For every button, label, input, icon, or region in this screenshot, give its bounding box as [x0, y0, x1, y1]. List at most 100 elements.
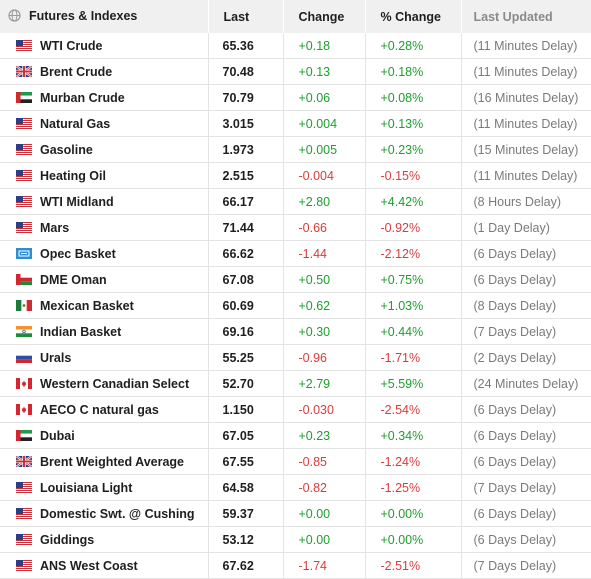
commodity-name[interactable]: Opec Basket	[40, 246, 116, 261]
table-row[interactable]: ANS West Coast 67.62 -1.74 -2.51% (7 Days De…	[0, 552, 591, 579]
commodity-name[interactable]: Mars	[40, 220, 70, 235]
commodity-name-cell[interactable]: Urals	[0, 344, 209, 371]
uae-flag-icon	[16, 429, 32, 441]
commodity-name-cell[interactable]: Heating Oil	[0, 162, 209, 189]
last-price: 1.973	[208, 136, 284, 163]
commodity-name-cell[interactable]: Western Canadian Select	[0, 370, 209, 397]
commodity-name[interactable]: Natural Gas	[40, 116, 111, 131]
uk-flag-icon	[16, 65, 32, 77]
commodity-name[interactable]: Brent Crude	[40, 64, 113, 79]
commodity-name-cell[interactable]: Indian Basket	[0, 318, 209, 345]
table-row[interactable]: Dubai 67.05 +0.23 +0.34% (6 Days Delay)	[0, 422, 591, 449]
last-updated: (8 Hours Delay)	[461, 188, 591, 215]
commodity-name-cell[interactable]: Giddings	[0, 526, 209, 553]
percent-change: +0.00%	[365, 500, 462, 527]
price-change: -0.66	[283, 214, 366, 241]
table-row[interactable]: Domestic Swt. @ Cushing 59.37 +0.00 +0.00%(…	[0, 500, 591, 527]
commodity-name-cell[interactable]: WTI Crude	[0, 33, 209, 59]
commodity-name[interactable]: Brent Weighted Average	[40, 454, 185, 469]
last-price: 64.58	[208, 474, 284, 501]
price-change: +0.00	[283, 500, 366, 527]
table-row[interactable]: Mexican Basket 60.69 +0.62 +1.03% (8 Days De…	[0, 292, 591, 319]
table-row[interactable]: Western Canadian Select 52.70 +2.79 +5.59%(…	[0, 370, 591, 397]
last-updated: (6 Days Delay)	[461, 240, 591, 267]
commodity-name-cell[interactable]: Mars	[0, 214, 209, 241]
us-flag-icon	[16, 169, 32, 181]
price-change: +0.62	[283, 292, 366, 319]
table-row[interactable]: Natural Gas 3.015 +0.004 +0.13% (11 Minutes …	[0, 110, 591, 137]
price-change: -0.85	[283, 448, 366, 475]
mexico-flag-icon	[16, 299, 32, 311]
commodity-name[interactable]: Urals	[40, 350, 72, 365]
commodity-name-cell[interactable]: DME Oman	[0, 266, 209, 293]
table-row[interactable]: Opec Basket 66.62 -1.44 -2.12% (6 Days Delay…	[0, 240, 591, 267]
commodity-name-cell[interactable]: ANS West Coast	[0, 552, 209, 579]
commodity-name[interactable]: Indian Basket	[40, 324, 122, 339]
commodity-name[interactable]: Heating Oil	[40, 168, 106, 183]
table-row[interactable]: Urals 55.25 -0.96 -1.71% (2 Days Delay)	[0, 344, 591, 371]
commodity-name[interactable]: ANS West Coast	[40, 558, 138, 573]
commodity-name-cell[interactable]: Domestic Swt. @ Cushing	[0, 500, 209, 527]
last-updated: (6 Days Delay)	[461, 422, 591, 449]
table-row[interactable]: WTI Midland 66.17 +2.80 +4.42% (8 Hours Dela…	[0, 188, 591, 215]
header-change[interactable]: Change	[283, 0, 366, 33]
commodity-name[interactable]: Western Canadian Select	[40, 376, 190, 391]
commodity-name-cell[interactable]: Brent Weighted Average	[0, 448, 209, 475]
header-last[interactable]: Last	[208, 0, 284, 33]
commodity-name[interactable]: Mexican Basket	[40, 298, 134, 313]
table-row[interactable]: DME Oman 67.08 +0.50 +0.75% (6 Days Delay)	[0, 266, 591, 293]
header-name[interactable]: Futures & Indexes	[0, 0, 209, 33]
commodity-name[interactable]: Gasoline	[40, 142, 93, 157]
price-change: +0.30	[283, 318, 366, 345]
table-row[interactable]: Giddings 53.12 +0.00 +0.00% (6 Days Delay)	[0, 526, 591, 553]
percent-change: -0.15%	[365, 162, 462, 189]
commodity-name-cell[interactable]: WTI Midland	[0, 188, 209, 215]
commodity-name[interactable]: AECO C natural gas	[40, 402, 159, 417]
last-updated: (7 Days Delay)	[461, 474, 591, 501]
last-price: 66.62	[208, 240, 284, 267]
commodity-name-cell[interactable]: Gasoline	[0, 136, 209, 163]
percent-change: +0.23%	[365, 136, 462, 163]
commodity-name-cell[interactable]: Dubai	[0, 422, 209, 449]
commodity-name[interactable]: WTI Midland	[40, 194, 114, 209]
header-pct-change[interactable]: % Change	[365, 0, 462, 33]
commodity-name[interactable]: Louisiana Light	[40, 480, 133, 495]
header-last-updated[interactable]: Last Updated	[461, 0, 591, 33]
commodity-name[interactable]: Giddings	[40, 532, 95, 547]
us-flag-icon	[16, 39, 32, 51]
price-change: -0.96	[283, 344, 366, 371]
canada-flag-icon	[16, 377, 32, 389]
commodity-name[interactable]: Murban Crude	[40, 90, 125, 105]
table-header-row: Futures & Indexes Last Change % Change L…	[0, 0, 591, 33]
commodity-name-cell[interactable]: Brent Crude	[0, 58, 209, 85]
commodity-name[interactable]: Dubai	[40, 428, 75, 443]
table-row[interactable]: Murban Crude 70.79 +0.06 +0.08% (16 Minutes …	[0, 84, 591, 111]
percent-change: +1.03%	[365, 292, 462, 319]
price-change: +0.13	[283, 58, 366, 85]
last-updated: (11 Minutes Delay)	[461, 33, 591, 59]
commodity-name[interactable]: WTI Crude	[40, 38, 103, 53]
percent-change: -1.24%	[365, 448, 462, 475]
commodity-name-cell[interactable]: Opec Basket	[0, 240, 209, 267]
commodity-name-cell[interactable]: Murban Crude	[0, 84, 209, 111]
table-row[interactable]: Brent Crude 70.48 +0.13 +0.18% (11 Minutes D…	[0, 58, 591, 85]
commodity-name[interactable]: DME Oman	[40, 272, 107, 287]
price-change: -1.44	[283, 240, 366, 267]
table-row[interactable]: Mars 71.44 -0.66 -0.92% (1 Day Delay)	[0, 214, 591, 241]
table-row[interactable]: Indian Basket 69.16 +0.30 +0.44% (7 Days Del…	[0, 318, 591, 345]
table-row[interactable]: Heating Oil 2.515 -0.004 -0.15% (11 Minutes …	[0, 162, 591, 189]
table-row[interactable]: WTI Crude 65.36 +0.18 +0.28% (11 Minutes Del…	[0, 33, 591, 59]
opec-flag-icon	[16, 247, 32, 259]
last-price: 2.515	[208, 162, 284, 189]
percent-change: +0.13%	[365, 110, 462, 137]
table-row[interactable]: Brent Weighted Average 67.55 -0.85 -1.24% (6…	[0, 448, 591, 475]
table-row[interactable]: Louisiana Light 64.58 -0.82 -1.25% (7 Days D…	[0, 474, 591, 501]
last-updated: (7 Days Delay)	[461, 318, 591, 345]
commodity-name[interactable]: Domestic Swt. @ Cushing	[40, 506, 195, 521]
table-row[interactable]: AECO C natural gas 1.150 -0.030 -2.54% (6 Da…	[0, 396, 591, 423]
table-row[interactable]: Gasoline 1.973 +0.005 +0.23% (15 Minutes Del…	[0, 136, 591, 163]
commodity-name-cell[interactable]: AECO C natural gas	[0, 396, 209, 423]
commodity-name-cell[interactable]: Louisiana Light	[0, 474, 209, 501]
commodity-name-cell[interactable]: Natural Gas	[0, 110, 209, 137]
commodity-name-cell[interactable]: Mexican Basket	[0, 292, 209, 319]
